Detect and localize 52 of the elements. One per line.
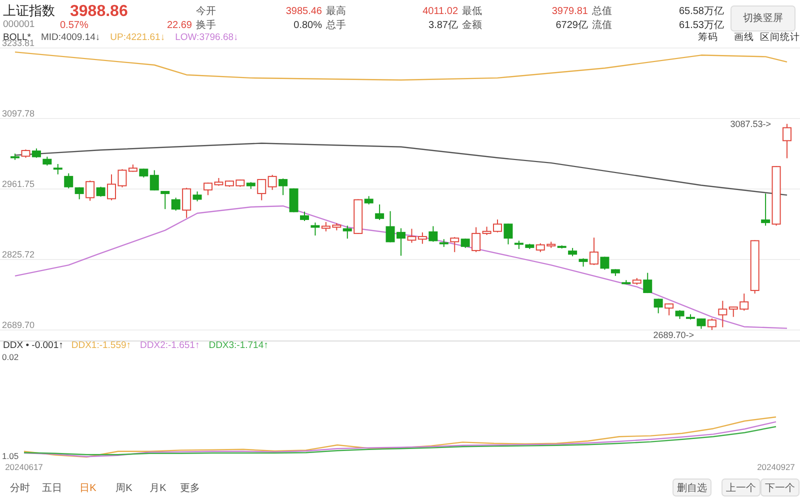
series-label: UP:4221.61↓ (110, 32, 166, 43)
text: 3988.86 (70, 3, 128, 20)
text: 最低 (462, 6, 482, 17)
text: 分时 (10, 482, 30, 494)
text: 更多 (180, 482, 200, 494)
annotation: 2689.70-> (653, 330, 694, 340)
y-tick-label: 2961.75 (2, 179, 35, 190)
annotation: 1.05 (2, 451, 19, 461)
text: 上一个 (726, 482, 756, 494)
text: 区间统计 (760, 31, 800, 43)
y-tick-label: 3097.78 (2, 108, 35, 118)
text: 月K (150, 483, 167, 494)
text: 总手 (325, 19, 346, 31)
text: DDX2:-1.651↑ (140, 340, 200, 351)
text: 下一个 (765, 482, 795, 494)
text: 换手 (196, 19, 216, 31)
text: 0.02 (2, 352, 19, 362)
y-tick-label: 2689.70 (2, 320, 35, 330)
text: 0.57% (60, 20, 88, 31)
annotation: 3087.53-> (730, 119, 771, 129)
text: 删自选 (677, 482, 707, 494)
chart-subtitle: 000001 (3, 19, 35, 30)
text: LOW:3796.68↓ (175, 32, 238, 43)
chart-title: 上证指数 (3, 3, 55, 18)
x-tick-label: 20240927 (757, 462, 796, 472)
text: 流值 (592, 19, 612, 31)
text: 65.58万亿 (678, 6, 724, 17)
text: 6729亿 (556, 20, 588, 31)
text: 总值 (591, 5, 612, 17)
text: 筹码 (698, 31, 718, 43)
text: 周K (116, 483, 133, 494)
text: 日K (80, 483, 97, 494)
text: 3979.81 (552, 6, 588, 17)
text: 画线 (734, 31, 754, 43)
text: 61.53万亿 (678, 20, 724, 31)
text: 最高 (326, 5, 346, 17)
text: 4011.02 (422, 6, 458, 17)
y-tick-label: 3233.81 (2, 38, 35, 48)
text: 0.80% (294, 20, 322, 31)
text: 今开 (196, 5, 216, 17)
text: MID:4009.14↓ (41, 32, 100, 43)
y-tick-label: 2825.72 (2, 250, 35, 260)
text: DDX1:-1.559↑ (71, 340, 132, 351)
text: DDX3:-1.714↑ (208, 340, 268, 351)
text: 3.87亿 (428, 20, 458, 31)
text: 金额 (462, 19, 482, 31)
x-tick-label: 20240617 (5, 462, 44, 472)
text: 切换竖屏 (743, 12, 783, 24)
chart-title: DDX • -0.001↑ (3, 340, 64, 351)
text: 22.69 (166, 20, 192, 31)
text: 3985.46 (286, 6, 322, 17)
text: 五日 (42, 483, 62, 494)
